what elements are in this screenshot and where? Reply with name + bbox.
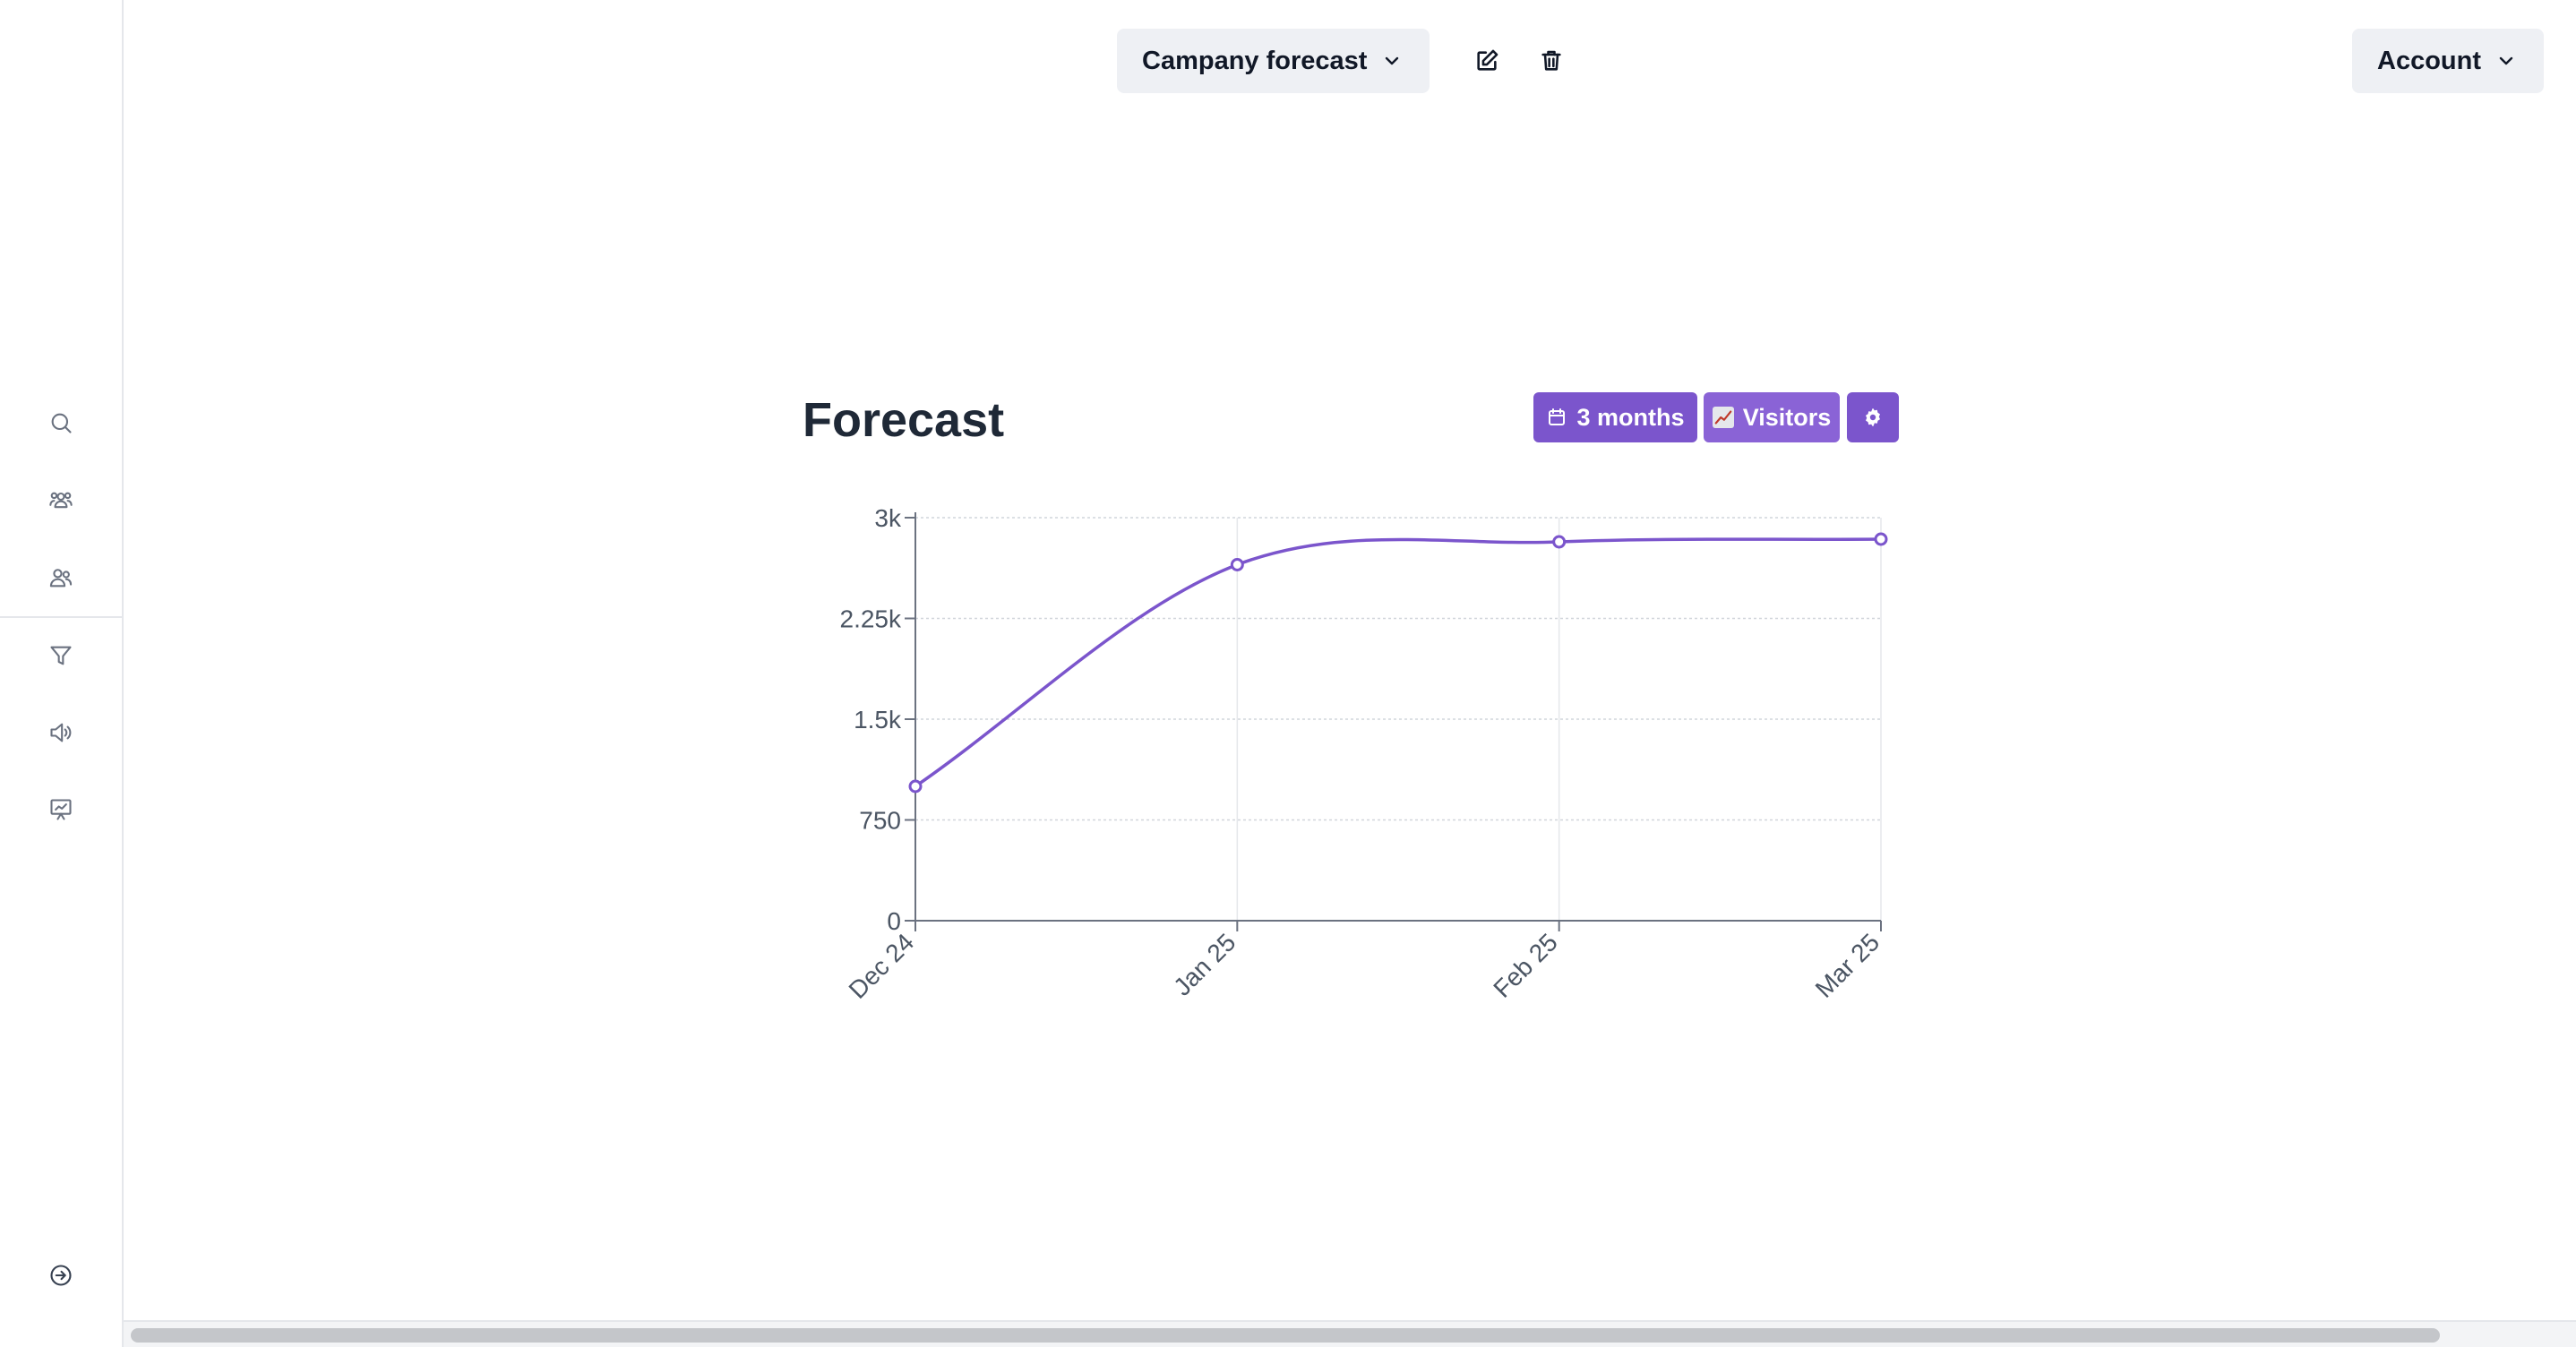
megaphone-icon[interactable]: [39, 711, 82, 754]
forecast-select[interactable]: Campany forecast: [1117, 29, 1430, 93]
x-tick-label: Mar 25: [1810, 928, 1885, 1003]
range-button[interactable]: 3 months: [1533, 392, 1697, 442]
delete-button[interactable]: [1532, 41, 1571, 81]
gear-icon: [1866, 408, 1880, 426]
x-tick-label: Jan 25: [1168, 928, 1241, 1000]
edit-icon: [1477, 49, 1498, 71]
chevron-down-icon: [2499, 56, 2513, 65]
panel-title: Forecast: [803, 393, 1005, 447]
y-tick-label: 750: [859, 807, 901, 835]
search-icon[interactable]: [39, 401, 82, 444]
forecast-chart-svg: 0 750 1.5k 2.25k 3k Dec 24 Jan 25 Feb 25 Mar 25: [840, 504, 1888, 1004]
sidebar: [0, 0, 124, 1347]
groups-icon[interactable]: [39, 478, 82, 521]
x-tick-label: Dec 24: [844, 928, 920, 1004]
data-point: [1230, 558, 1244, 571]
chart-up-icon: [1712, 407, 1734, 428]
calendar-icon: [1549, 408, 1566, 425]
account-label: Account: [2377, 46, 2481, 75]
data-point: [1552, 535, 1567, 549]
presentation-chart-icon[interactable]: [39, 788, 82, 831]
metric-button[interactable]: Visitors: [1704, 392, 1840, 442]
y-tick-label: 0: [887, 907, 901, 935]
y-tick-label: 2.25k: [840, 605, 902, 633]
arrow-right-circle-icon[interactable]: [39, 1254, 82, 1297]
sidebar-divider: [0, 616, 124, 618]
forecast-select-label: Campany forecast: [1142, 46, 1368, 75]
horizontal-scrollbar[interactable]: [124, 1320, 2576, 1347]
data-point: [1874, 532, 1888, 546]
edit-button[interactable]: [1467, 41, 1507, 81]
scrollbar-thumb[interactable]: [131, 1328, 2440, 1343]
account-select[interactable]: Account: [2352, 29, 2544, 93]
users-icon[interactable]: [39, 556, 82, 599]
trash-icon: [1541, 50, 1561, 71]
series-line: [914, 537, 1882, 788]
y-tick-label: 3k: [874, 504, 902, 532]
range-label: 3 months: [1576, 403, 1685, 431]
chevron-down-icon: [1386, 56, 1399, 65]
x-tick-label: Feb 25: [1488, 928, 1563, 1003]
metric-label: Visitors: [1742, 403, 1832, 431]
data-point: [908, 779, 923, 794]
y-tick-label: 1.5k: [854, 706, 902, 734]
forecast-chart: 0 750 1.5k 2.25k 3k Dec 24 Jan 25 Feb 25 Mar 25: [806, 484, 1917, 1039]
filter-icon[interactable]: [39, 634, 82, 677]
settings-button[interactable]: [1847, 392, 1899, 442]
